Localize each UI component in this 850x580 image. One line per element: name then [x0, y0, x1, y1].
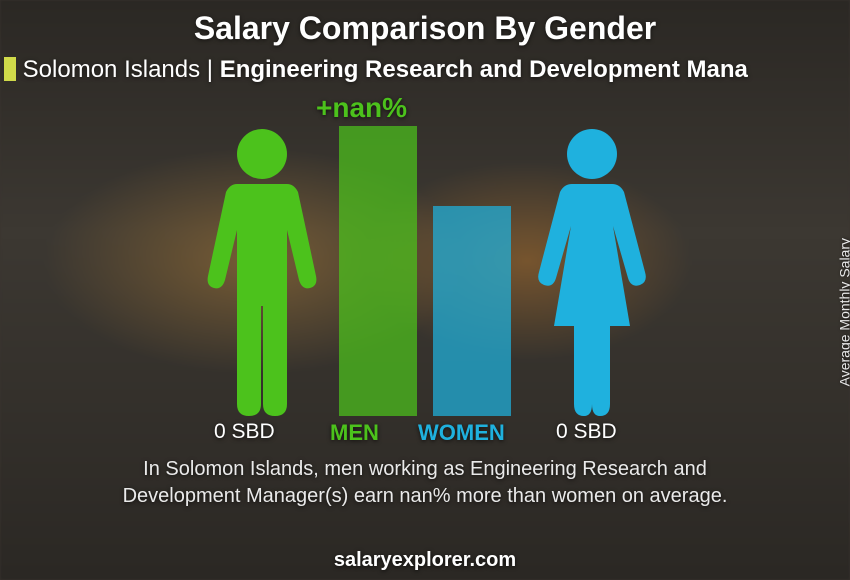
- label-women: WOMEN: [418, 420, 505, 446]
- description-text: In Solomon Islands, men working as Engin…: [100, 456, 750, 510]
- infographic-content: Salary Comparison By Gender Solomon Isla…: [0, 0, 850, 580]
- bar-men: [339, 126, 417, 416]
- subtitle-country: Solomon Islands: [23, 56, 200, 83]
- male-icon: [192, 126, 332, 416]
- subtitle: Solomon Islands | Engineering Research a…: [0, 56, 850, 84]
- chart-area: [0, 116, 850, 416]
- value-men: 0 SBD: [214, 420, 275, 444]
- subtitle-sep: |: [200, 56, 220, 83]
- source-label: salaryexplorer.com: [0, 549, 850, 572]
- page-title: Salary Comparison By Gender: [0, 10, 850, 47]
- female-icon: [522, 126, 662, 416]
- subtitle-role: Engineering Research and Development Man…: [220, 56, 748, 83]
- label-men: MEN: [330, 420, 379, 446]
- value-women: 0 SBD: [556, 420, 617, 444]
- accent-square: [4, 57, 16, 81]
- bar-women: [433, 206, 511, 416]
